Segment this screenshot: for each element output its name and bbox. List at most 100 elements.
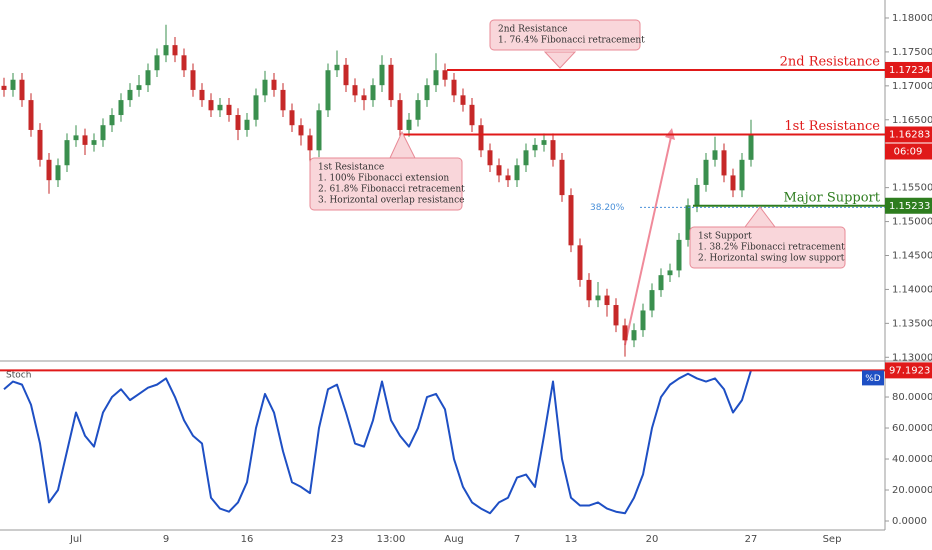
candle-body bbox=[451, 79, 457, 96]
x-tick-label: 9 bbox=[163, 534, 169, 545]
x-tick-label: Sep bbox=[823, 534, 842, 545]
candle-body bbox=[154, 55, 160, 71]
candle-body bbox=[631, 330, 637, 341]
fib-label: 38.20% bbox=[590, 203, 625, 213]
candle-body bbox=[262, 79, 268, 96]
candle-body bbox=[640, 310, 646, 331]
candle-body bbox=[604, 295, 610, 306]
candle-body bbox=[379, 64, 385, 86]
price-tag-label: 1.16283 bbox=[889, 129, 930, 140]
callout-text: 3. Horizontal overlap resistance bbox=[318, 196, 464, 206]
callout-text: 1. 38.2% Fibonacci retracement bbox=[698, 243, 845, 253]
price-tag-label: 1.15233 bbox=[889, 201, 930, 212]
callout-pointer bbox=[543, 51, 577, 69]
candle-body bbox=[748, 134, 754, 160]
candle-body bbox=[55, 165, 61, 181]
stoch-line bbox=[3, 370, 752, 515]
candle-body bbox=[145, 70, 151, 86]
candle-body bbox=[532, 144, 538, 151]
callout-text: 1st Support bbox=[698, 232, 752, 242]
level-name: 1st Resistance bbox=[784, 119, 880, 134]
candle-body bbox=[226, 104, 232, 116]
callout-text: 1st Resistance bbox=[318, 163, 384, 173]
candle-body bbox=[568, 195, 574, 246]
y-tick-label: 1.15500 bbox=[892, 183, 932, 194]
callout-text: 2. Horizontal swing low support bbox=[698, 254, 845, 264]
candle-body bbox=[109, 115, 115, 126]
candle-body bbox=[46, 159, 52, 181]
candle-body bbox=[334, 64, 340, 71]
candle-body bbox=[658, 275, 664, 291]
y-tick-label: 1.17000 bbox=[892, 81, 932, 92]
legend-label: %D bbox=[865, 374, 881, 384]
candle-body bbox=[433, 70, 439, 86]
y-tick-label: 1.16500 bbox=[892, 115, 932, 126]
candle-body bbox=[208, 100, 214, 111]
candle-body bbox=[739, 159, 745, 191]
callout-text: 2. 61.8% Fibonacci retracement bbox=[318, 185, 465, 195]
y-tick-label: 0.0000 bbox=[892, 516, 927, 527]
candle-body bbox=[469, 104, 475, 126]
legend-tag bbox=[862, 370, 884, 386]
y-tick-label: 1.15000 bbox=[892, 217, 932, 228]
candle-body bbox=[136, 85, 142, 90]
y-tick-label: 60.0000 bbox=[892, 423, 932, 434]
x-tick-label: Aug bbox=[444, 534, 464, 545]
candle-body bbox=[676, 239, 682, 271]
candle-body bbox=[91, 140, 97, 145]
candle-body bbox=[388, 64, 394, 101]
price-tag-label: 1.17234 bbox=[889, 65, 930, 76]
indicator-title: Stoch bbox=[6, 371, 31, 381]
y-tick-label: 1.14500 bbox=[892, 250, 932, 261]
y-tick-label: 1.17500 bbox=[892, 47, 932, 58]
x-tick-label: 13 bbox=[565, 534, 578, 545]
candle-body bbox=[298, 125, 304, 136]
candle-body bbox=[460, 95, 466, 105]
price-tag bbox=[885, 61, 932, 78]
callout-text: 1. 76.4% Fibonacci retracement bbox=[498, 36, 645, 46]
y-tick-label: 80.0000 bbox=[892, 392, 932, 403]
level-name: 2nd Resistance bbox=[780, 54, 881, 69]
candle-body bbox=[163, 45, 169, 56]
x-tick-label: 23 bbox=[331, 534, 344, 545]
candle-body bbox=[235, 115, 241, 130]
candle-body bbox=[1, 85, 7, 90]
candle-body bbox=[280, 89, 286, 111]
candle-body bbox=[523, 150, 529, 166]
last-value-tag bbox=[885, 362, 932, 379]
candle-body bbox=[217, 104, 223, 111]
candle-body bbox=[289, 110, 295, 126]
candle-body bbox=[712, 150, 718, 160]
candle-body bbox=[685, 205, 691, 240]
y-tick-label: 1.18000 bbox=[892, 13, 932, 24]
candle-body bbox=[415, 100, 421, 120]
candle-body bbox=[550, 140, 556, 160]
x-tick-label: Jul bbox=[69, 534, 82, 545]
x-tick-label: 16 bbox=[241, 534, 254, 545]
y-tick-label: 1.13500 bbox=[892, 318, 932, 329]
y-tick-label: 1.14000 bbox=[892, 284, 932, 295]
candle-body bbox=[577, 245, 583, 280]
x-tick-label: 20 bbox=[646, 534, 659, 545]
candle-body bbox=[271, 79, 277, 90]
candle-body bbox=[100, 125, 106, 141]
candle-body bbox=[181, 55, 187, 71]
y-tick-label: 20.0000 bbox=[892, 485, 932, 496]
candle-body bbox=[172, 45, 178, 56]
candle-body bbox=[19, 79, 25, 101]
callout-cover bbox=[491, 21, 639, 49]
candle-body bbox=[559, 159, 565, 196]
callout-cover bbox=[691, 228, 844, 267]
candle-body bbox=[325, 70, 331, 111]
candle-body bbox=[487, 150, 493, 166]
candle-body bbox=[190, 70, 196, 90]
candle-body bbox=[586, 279, 592, 301]
candle-body bbox=[127, 89, 133, 101]
candle-body bbox=[118, 100, 124, 116]
candle-body bbox=[244, 119, 250, 130]
candle-body bbox=[82, 135, 88, 145]
candle-body bbox=[10, 79, 16, 90]
